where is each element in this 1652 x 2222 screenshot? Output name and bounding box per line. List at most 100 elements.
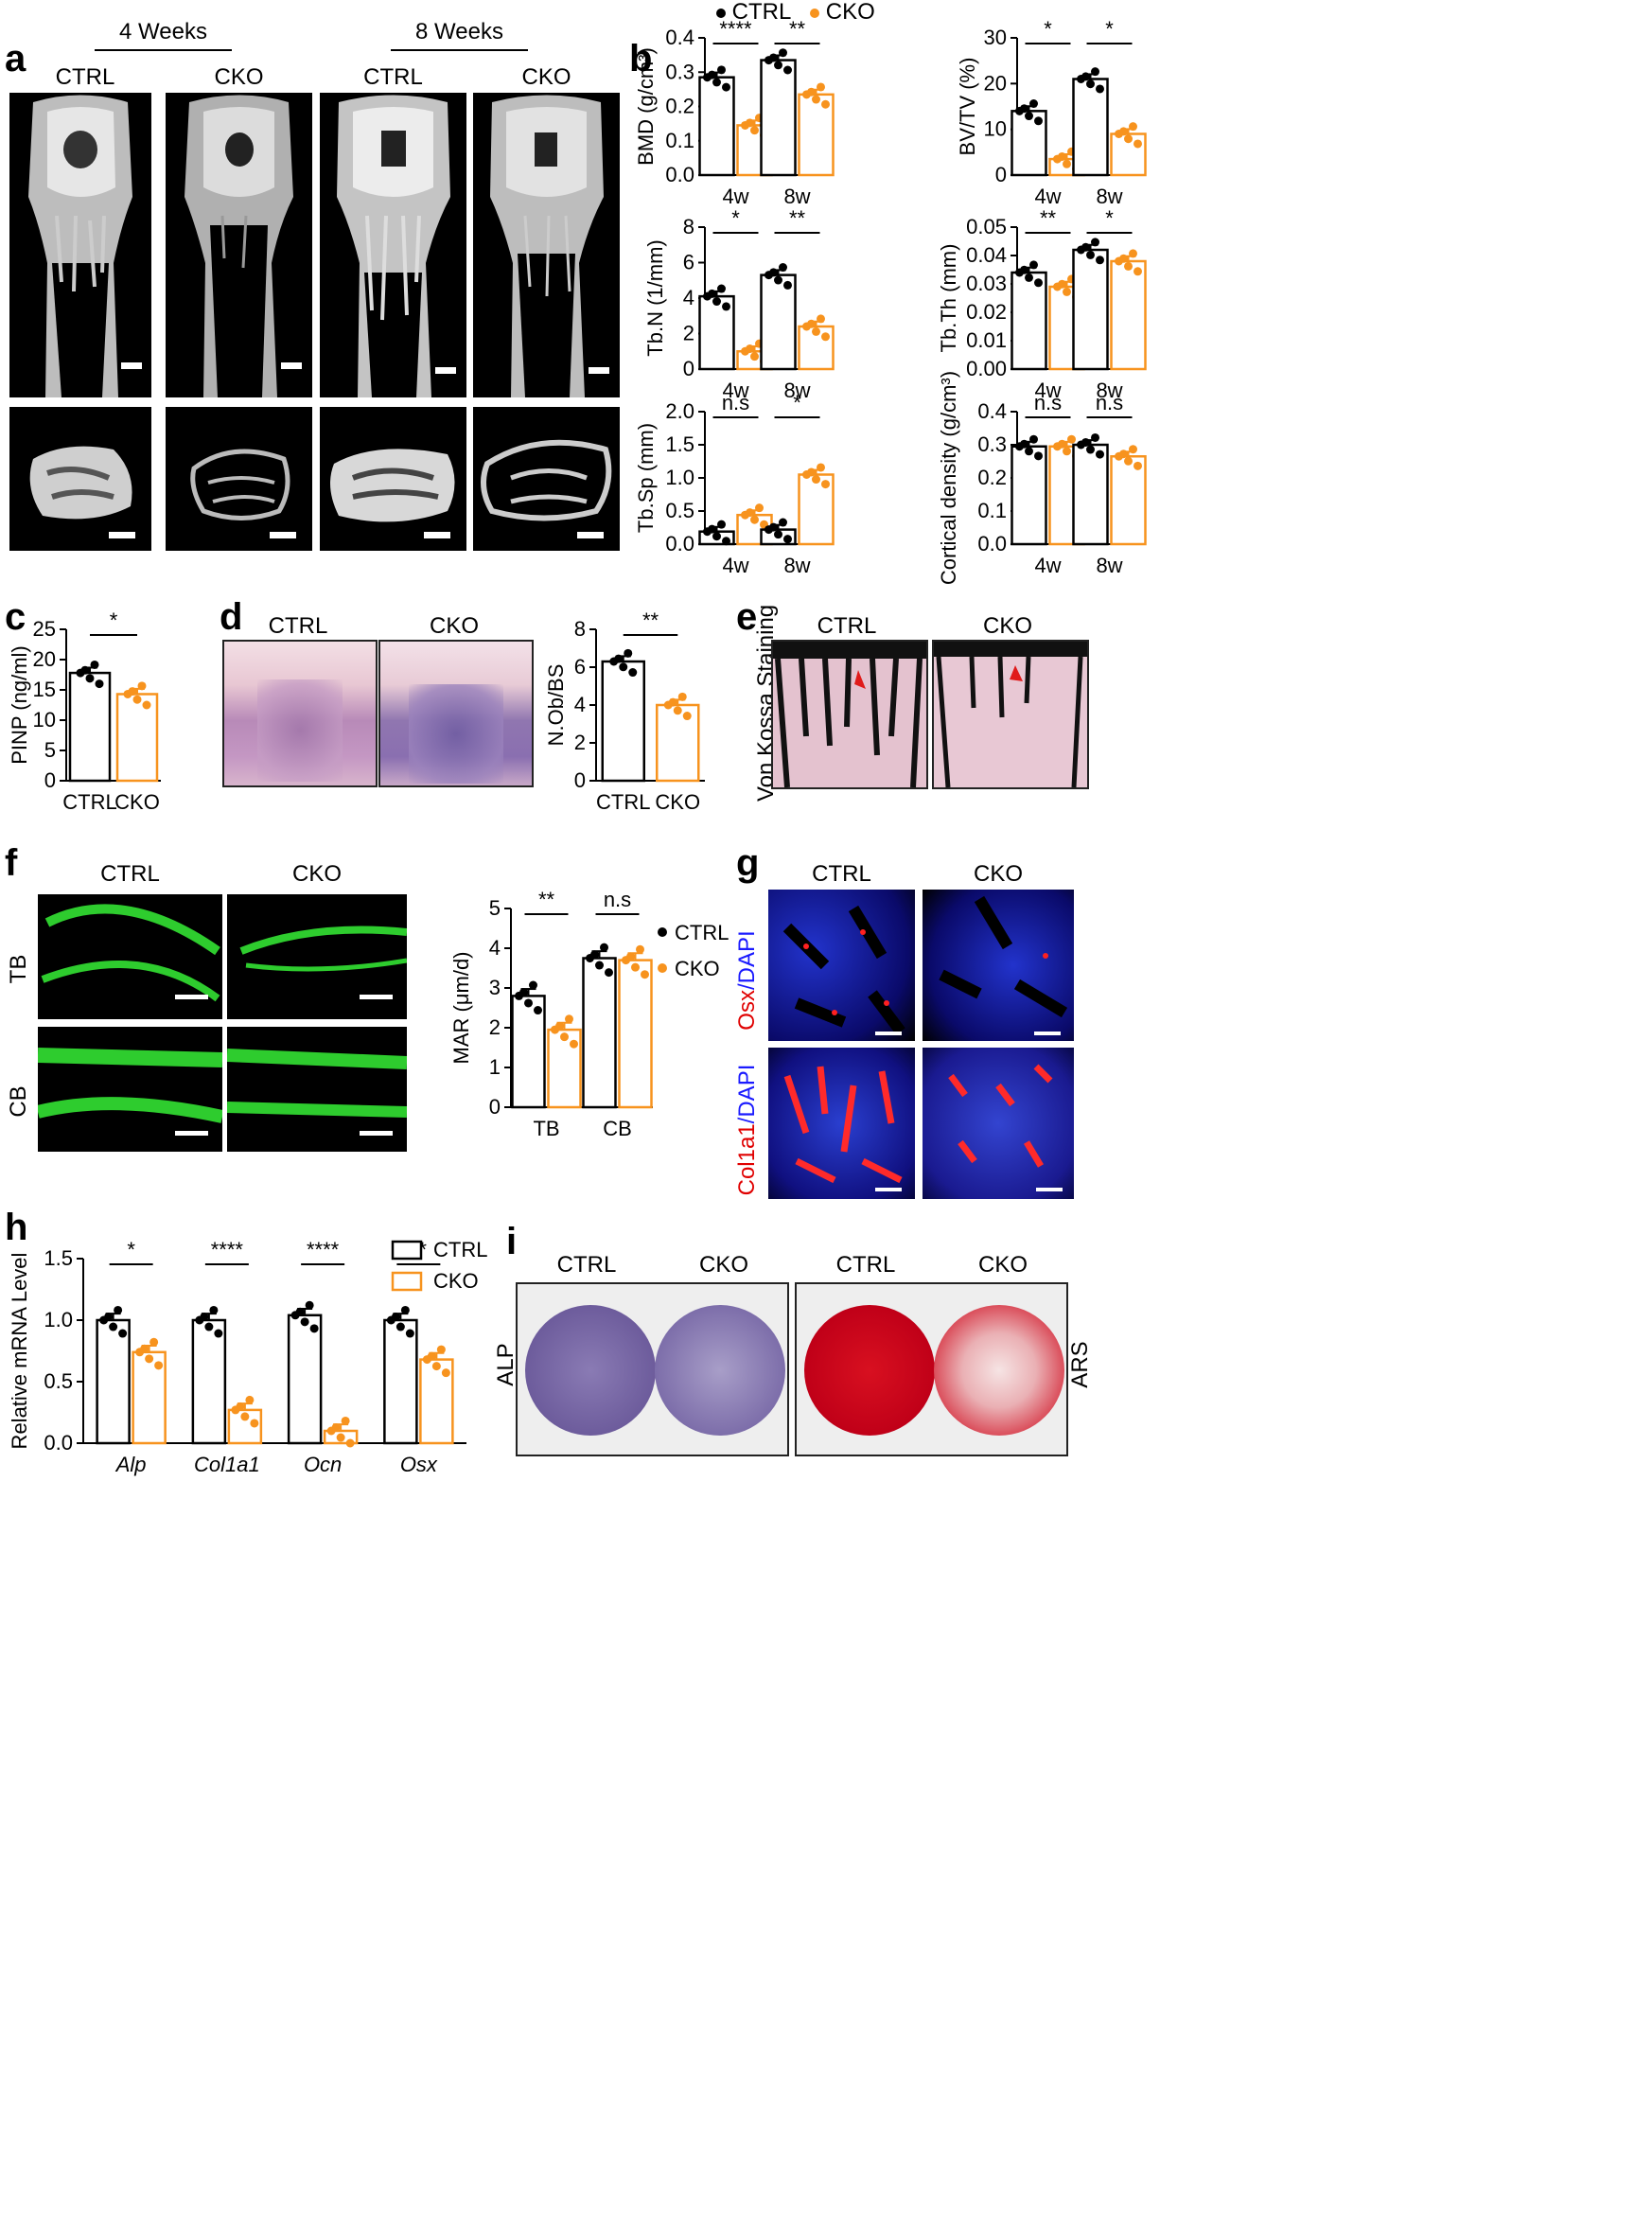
y-tick-label: 0.0	[665, 532, 694, 556]
legend-marker	[391, 1240, 423, 1261]
data-point	[145, 1354, 154, 1364]
data-point	[1067, 434, 1076, 444]
data-point	[750, 352, 759, 362]
data-point	[628, 668, 638, 678]
timepoint-bar-8w	[391, 49, 528, 51]
y-tick-label: 2	[489, 1015, 501, 1039]
y-axis-label: Tb.N (1/mm)	[643, 239, 667, 356]
x-tick-label: Ocn	[304, 1453, 342, 1476]
timepoint-8-weeks: 8 Weeks	[415, 19, 503, 44]
x-tick-label: Osx	[400, 1453, 438, 1476]
chart-nob-bs: 0 2 4 6 8N.Ob/BS CTRL ** CKO	[544, 608, 705, 814]
data-point	[779, 48, 787, 58]
data-point	[140, 1344, 149, 1353]
group-label-ctrl-4w: CTRL	[55, 64, 115, 90]
y-tick-label: 1.0	[665, 466, 694, 489]
data-point	[309, 1324, 319, 1333]
data-point	[565, 1014, 573, 1024]
y-tick-label: 20	[984, 71, 1007, 95]
legend-label: CKO	[675, 957, 720, 980]
microct-cko-8w	[473, 93, 620, 397]
data-point	[1134, 139, 1142, 149]
y-axis-label: BMD (g/cm³)	[634, 47, 658, 166]
data-point	[779, 263, 787, 273]
x-tick-label: 8w	[1096, 379, 1122, 402]
scale-bar	[109, 532, 135, 538]
significance-label: n.s	[1034, 391, 1062, 414]
calcein-cb-cko	[227, 1027, 407, 1152]
data-point	[436, 1345, 446, 1354]
significance-label: n.s	[722, 391, 749, 414]
data-point	[1058, 439, 1066, 449]
data-point	[300, 1317, 309, 1327]
data-point	[1091, 238, 1099, 247]
timepoint-bar-4w	[95, 49, 232, 51]
data-point	[774, 61, 782, 70]
significance-label: n.s	[1096, 391, 1123, 414]
significance-label: *	[793, 391, 801, 414]
group-label-ctrl-8w: CTRL	[363, 64, 423, 90]
panel-label-i: i	[506, 1221, 518, 1262]
bar	[618, 959, 653, 1109]
data-point	[1020, 104, 1028, 114]
data-point	[214, 1329, 223, 1338]
data-point	[600, 943, 608, 952]
data-point	[1119, 127, 1128, 136]
significance-label: n.s	[604, 888, 631, 911]
data-point	[519, 988, 528, 997]
data-point	[631, 962, 640, 972]
x-tick-label: CKO	[114, 790, 160, 814]
data-point	[1086, 79, 1095, 89]
significance-label: ****	[307, 1238, 340, 1261]
legend-ctrl-dot	[716, 8, 726, 18]
bar	[1110, 259, 1147, 371]
data-point	[624, 648, 633, 658]
scale-bar	[1034, 1032, 1061, 1035]
y-axis-label: PINP (ng/ml)	[8, 645, 31, 765]
data-point	[534, 1006, 542, 1015]
data-point	[1096, 84, 1104, 94]
panel-label-f: f	[5, 842, 18, 884]
scale-bar	[270, 532, 296, 538]
data-point	[1029, 99, 1038, 109]
he-stain-ctrl	[222, 640, 378, 787]
data-point	[331, 1422, 341, 1432]
data-point	[821, 99, 830, 109]
data-point	[149, 1337, 159, 1347]
significance-label: **	[789, 206, 806, 230]
data-point	[677, 692, 687, 701]
x-tick-label: 8w	[783, 185, 810, 208]
data-point	[746, 508, 754, 518]
significance-label: *	[110, 608, 118, 632]
panel-d-cko-label: CKO	[429, 613, 479, 639]
y-tick-label: 0.0	[665, 163, 694, 186]
microct-cross-cko-8w	[473, 407, 620, 551]
data-point	[1025, 112, 1033, 121]
data-point	[1063, 287, 1071, 296]
significance-label: *	[127, 1238, 135, 1261]
y-tick-label: 30	[984, 26, 1007, 49]
panel-label-d: d	[220, 596, 243, 638]
data-point	[712, 532, 721, 541]
y-tick-label: 8	[574, 617, 586, 641]
y-tick-label: 4	[574, 693, 586, 716]
data-point	[774, 530, 782, 539]
y-tick-label: 0.2	[977, 466, 1007, 489]
chart-tbth: 0.00 0.01 0.02 0.03 0.04 0.05 Tb.Th (mm) 4w ** 8w…	[937, 206, 1147, 402]
panel-label-h: h	[5, 1207, 28, 1248]
y-tick-label: 0.01	[966, 328, 1007, 352]
data-point	[1081, 242, 1090, 252]
y-tick-label: 8	[683, 215, 694, 238]
significance-label: ****	[211, 1238, 244, 1261]
y-tick-label: 2.0	[665, 399, 694, 423]
data-point	[1129, 122, 1137, 132]
data-point	[619, 662, 628, 672]
data-point	[405, 1329, 414, 1338]
data-point	[1124, 134, 1133, 144]
data-point	[1063, 159, 1071, 168]
y-axis-label: Relative mRNA Level	[8, 1253, 31, 1450]
data-point	[590, 950, 599, 960]
data-point	[1124, 456, 1133, 466]
legend-cko-label: CKO	[825, 0, 875, 25]
